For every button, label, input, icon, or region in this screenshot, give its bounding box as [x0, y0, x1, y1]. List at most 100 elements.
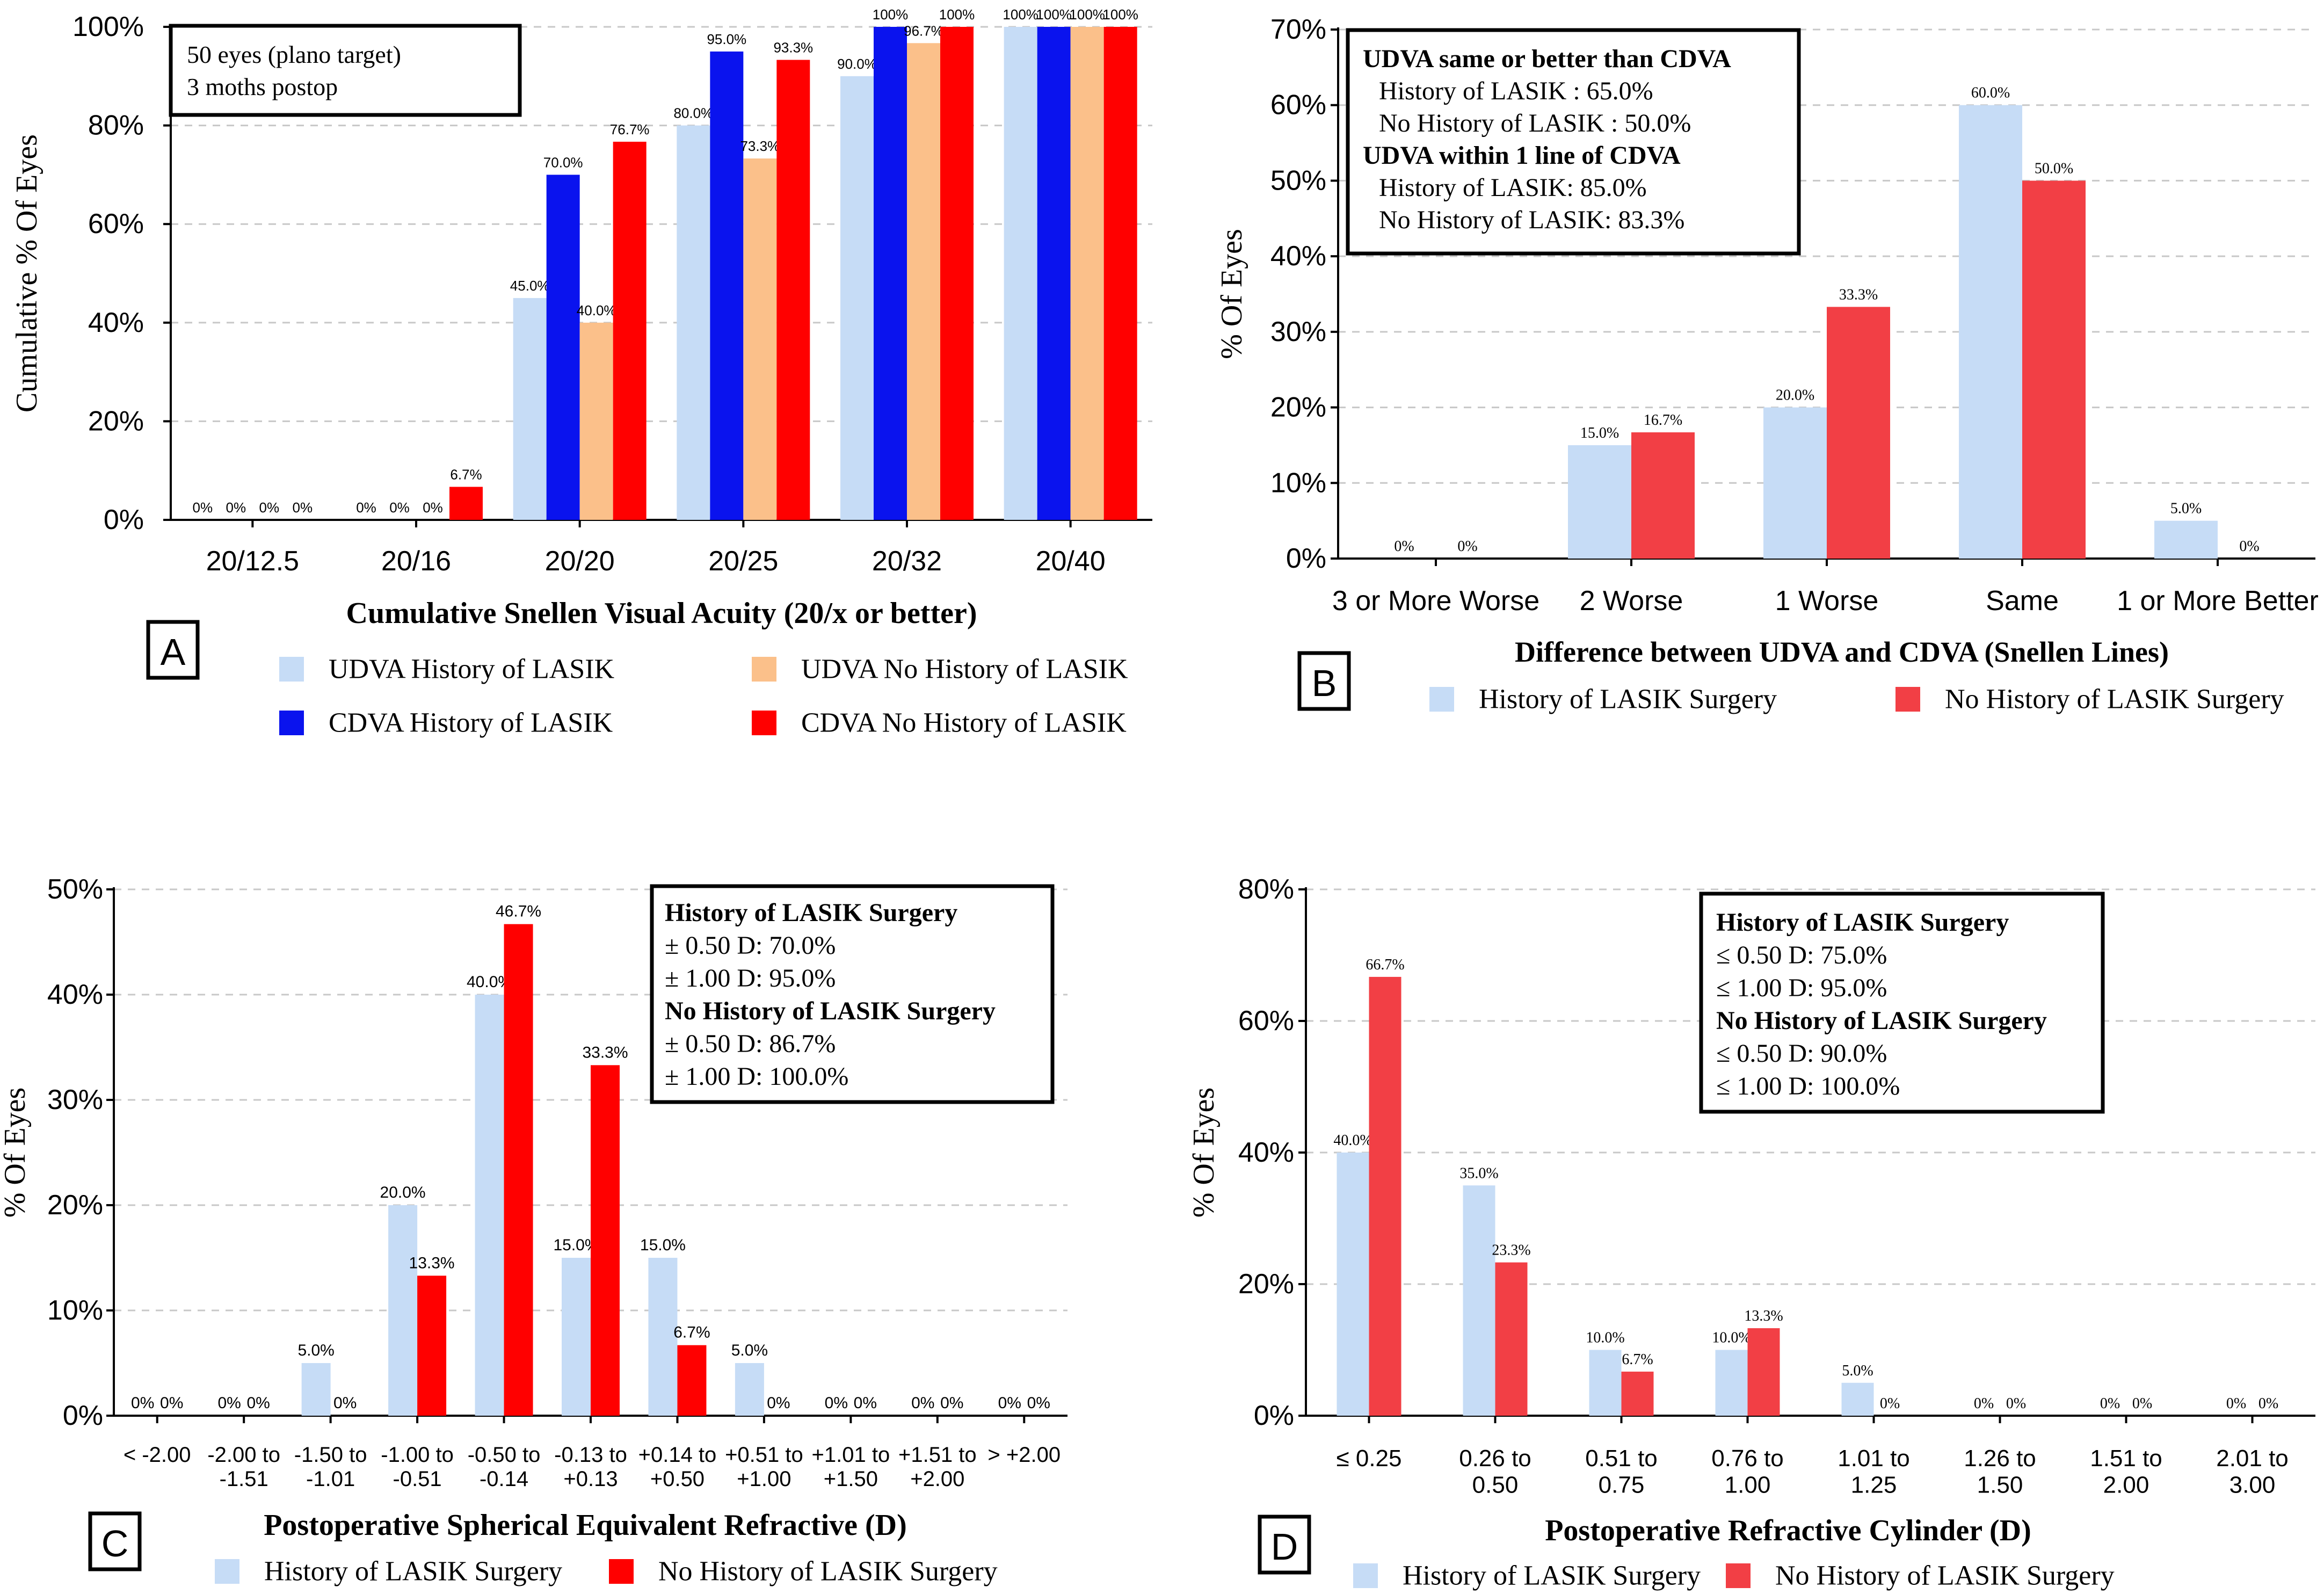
y-tick-label: 50% [1270, 165, 1326, 196]
chart-panel-d: 0% 20% 40% 60% 80% 40.0% 66.7% ≤ 0.25 35.0% 23.3%… [1187, 874, 2315, 1591]
annotation-box [1699, 892, 2105, 1114]
bar-c-s0-c3 [388, 1205, 418, 1416]
annotation-line: No History of LASIK Surgery [1716, 1006, 2047, 1035]
bar-c-s0-c6 [648, 1258, 678, 1416]
data-label: 6.7% [673, 1324, 710, 1342]
data-label: 0% [356, 499, 376, 516]
bar-a-s2-c5 [1070, 27, 1104, 520]
data-label: 0% [293, 499, 313, 516]
annotation-line: ± 0.50 D: 70.0% [665, 931, 836, 960]
annotation-line: History of LASIK Surgery [1716, 908, 2009, 937]
legend-swatch [1353, 1563, 1378, 1588]
data-label: 0% [423, 499, 443, 516]
data-label: 100% [873, 6, 909, 23]
bar-b-s0-c1 [1568, 445, 1631, 559]
annotation-line: ± 1.00 D: 95.0% [665, 964, 836, 992]
chart-panel-c: 0% 10% 20% 30% 40% 50% 0% 0% < -2.00 0% 0% -2.00 to… [0, 874, 1067, 1587]
data-label: 0% [1880, 1395, 1900, 1412]
bar-a-s2-c3 [743, 158, 777, 520]
data-label: 6.7% [450, 466, 482, 482]
bar-a-s3-c2 [613, 141, 647, 520]
data-label: 0% [998, 1394, 1021, 1412]
data-label: 0% [1457, 538, 1477, 555]
category-label: +1.51 to [898, 1443, 977, 1467]
annotation-line: 50 eyes (plano target) [187, 41, 401, 68]
data-label: 0% [2239, 538, 2259, 555]
legend-swatch [279, 711, 304, 735]
data-label: 10.0% [1712, 1330, 1751, 1346]
data-label: 0% [193, 499, 213, 516]
bar-a-s3-c4 [940, 27, 974, 520]
chart-panel-a: 0% 20% 40% 60% 80% 100% 0% 0% 0% 0% 20/12.5 0% 0% 0% 6… [10, 6, 1152, 738]
bar-d-s1-c1 [1495, 1262, 1528, 1416]
data-label: 15.0% [1580, 425, 1619, 441]
legend-swatch [215, 1559, 239, 1584]
bar-a-s1-c2 [546, 175, 580, 520]
annotation-line: ≤ 1.00 D: 100.0% [1716, 1072, 1900, 1100]
category-label: -0.14 [480, 1467, 528, 1491]
bar-c-s1-c3 [417, 1276, 447, 1416]
x-axis-title: Postoperative Spherical Equivalent Refra… [264, 1509, 907, 1542]
category-label: Same [1986, 585, 2059, 617]
category-label: ≤ 0.25 [1336, 1445, 1401, 1472]
category-label: 20/32 [872, 546, 942, 577]
y-tick-label: 40% [47, 979, 103, 1010]
data-label: 15.0% [640, 1236, 686, 1254]
category-label: 1.51 to [2090, 1445, 2162, 1472]
data-label: 100% [939, 6, 975, 23]
bar-d-s0-c2 [1589, 1350, 1622, 1416]
data-label: 33.3% [582, 1044, 628, 1061]
category-label: +0.14 to [638, 1443, 717, 1467]
data-label: 90.0% [837, 56, 877, 72]
bar-d-s0-c0 [1337, 1153, 1369, 1416]
data-label: 96.7% [904, 23, 943, 39]
bar-c-s1-c5 [591, 1065, 620, 1416]
annotation-line: History of LASIK : 65.0% [1379, 77, 1653, 105]
data-label: 0% [911, 1394, 934, 1412]
annotation-line: No History of LASIK : 50.0% [1379, 109, 1691, 137]
annotation-line: History of LASIK: 85.0% [1379, 173, 1647, 202]
data-label: 0% [389, 499, 410, 516]
category-label: 20/20 [545, 546, 615, 577]
data-label: 100% [1036, 6, 1072, 23]
annotation-line: No History of LASIK Surgery [665, 997, 996, 1025]
category-label: +0.50 [650, 1467, 705, 1491]
data-label: 0% [259, 499, 280, 516]
data-label: 40.0% [1333, 1132, 1372, 1149]
annotation-line: ≤ 1.00 D: 95.0% [1716, 974, 1887, 1002]
bar-b-s0-c4 [2154, 520, 2218, 559]
data-label: 60.0% [1971, 85, 2010, 102]
bar-b-s0-c3 [1959, 105, 2022, 559]
data-label: 20.0% [1776, 387, 1814, 404]
y-tick-label: 30% [47, 1084, 103, 1115]
data-label: 33.3% [1839, 286, 1878, 303]
legend-label: CDVA No History of LASIK [801, 708, 1127, 738]
data-label: 45.0% [510, 278, 550, 294]
data-label: 100% [1003, 6, 1038, 23]
bar-b-s1-c3 [2022, 180, 2086, 559]
annotation-line: History of LASIK Surgery [665, 899, 957, 927]
y-axis-title: % Of Eyes [0, 1088, 32, 1218]
bar-d-s0-c1 [1463, 1185, 1495, 1416]
y-tick-label: 20% [47, 1190, 103, 1221]
legend-label: CDVA History of LASIK [329, 708, 613, 738]
category-label: 1 or More Better [2117, 585, 2319, 617]
panel-letter-box [146, 620, 200, 680]
y-tick-label: 10% [1270, 467, 1326, 498]
data-label: 0% [226, 499, 246, 516]
data-label: 76.7% [610, 121, 650, 137]
data-label: 73.3% [740, 138, 780, 154]
bar-b-s1-c2 [1827, 307, 1890, 559]
data-label: 0% [2226, 1395, 2246, 1412]
bar-d-s0-c4 [1841, 1382, 1874, 1416]
y-tick-label: 30% [1270, 316, 1326, 347]
data-label: 0% [1027, 1394, 1050, 1412]
y-axis-title: Cumulative % Of Eyes [10, 134, 43, 412]
bar-b-s1-c1 [1631, 432, 1695, 559]
legend-label: UDVA No History of LASIK [801, 654, 1128, 685]
bar-c-s1-c6 [677, 1345, 707, 1416]
data-label: 66.7% [1366, 957, 1404, 973]
data-label: 0% [940, 1394, 963, 1412]
data-label: 0% [2258, 1395, 2278, 1412]
category-label: 0.75 [1599, 1472, 1645, 1498]
